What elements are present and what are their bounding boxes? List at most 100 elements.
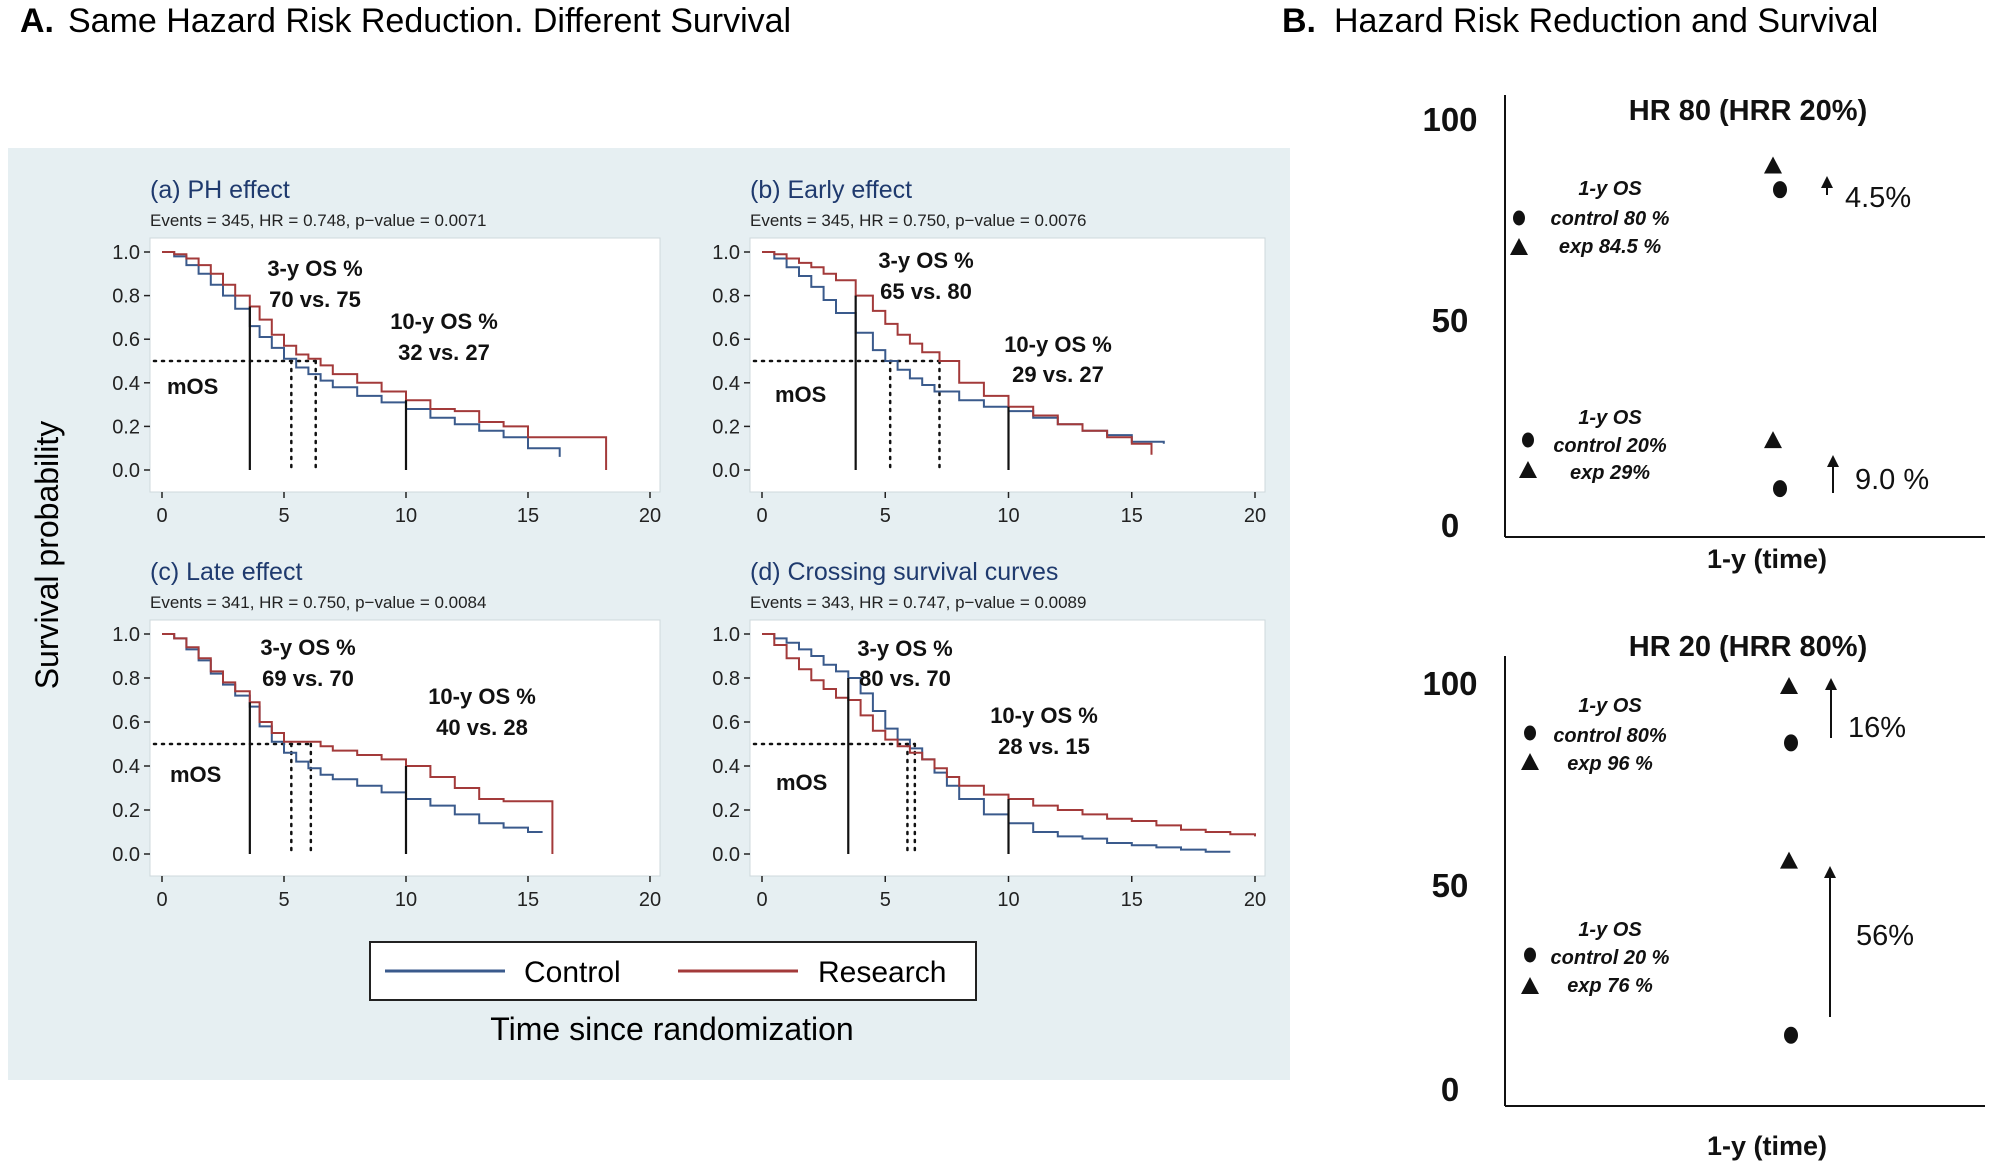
x-tick-label: 20 (1244, 505, 1266, 527)
legend-circle-marker (1513, 210, 1525, 226)
y-tick-label: 0.4 (112, 756, 140, 778)
hazard-y-tick-label: 50 (1432, 302, 1469, 339)
three-year-os-label: 3-y OS % (857, 636, 952, 661)
x-tick-label: 5 (278, 505, 289, 527)
experimental-point (1764, 431, 1782, 449)
research-survival-curve (762, 633, 1256, 837)
median-os-label: mOS (170, 762, 221, 787)
y-tick-label: 1.0 (112, 624, 140, 646)
os-legend-title: 1-y OS (1578, 695, 1642, 717)
hazard-panel-title: HR 20 (HRR 80%) (1629, 631, 1868, 663)
os-legend-title: 1-y OS (1578, 919, 1642, 941)
difference-label: 9.0 % (1855, 464, 1929, 496)
legend-research-label: Research (818, 956, 946, 989)
research-survival-curve (762, 251, 1153, 455)
legend: Control Research (369, 941, 977, 1001)
median-os-label: mOS (167, 374, 218, 399)
x-tick-label: 20 (639, 889, 661, 911)
y-tick-label: 1.0 (712, 624, 740, 646)
three-year-os-values: 65 vs. 80 (880, 279, 972, 304)
x-tick-label: 20 (639, 505, 661, 527)
os-legend-control: control 80 % (1551, 208, 1670, 230)
subplot-title: (c) Late effect (150, 558, 302, 586)
control-point (1773, 181, 1787, 199)
hazard-panel-x-label: 1-y (time) (1707, 1131, 1827, 1161)
os-legend-control: control 20 % (1551, 947, 1670, 969)
km-subplot-3: (c) Late effect Events = 341, HR = 0.750,… (112, 558, 661, 911)
y-tick-label: 1.0 (112, 242, 140, 264)
x-tick-label: 15 (1121, 505, 1143, 527)
difference-arrow-head (1825, 678, 1837, 690)
os-legend-control: control 80% (1553, 725, 1667, 747)
y-tick-label: 0.8 (112, 286, 140, 308)
hazard-y-tick-label: 0 (1441, 507, 1459, 544)
os-legend-control: control 20% (1553, 435, 1667, 457)
y-tick-label: 0.6 (112, 329, 140, 351)
x-tick-label: 10 (997, 889, 1019, 911)
median-os-label: mOS (776, 770, 827, 795)
three-year-os-label: 3-y OS % (267, 256, 362, 281)
difference-label: 16% (1848, 712, 1906, 744)
experimental-point (1780, 851, 1798, 869)
legend-triangle-marker (1521, 977, 1539, 994)
control-point (1784, 1026, 1798, 1044)
x-tick-label: 0 (156, 889, 167, 911)
three-year-os-label: 3-y OS % (260, 635, 355, 660)
three-year-os-label: 3-y OS % (878, 248, 973, 273)
control-survival-curve (162, 251, 561, 457)
hazard-panel-1: HR 80 (HRR 20%) 1-y (time) 100 50 0 1-y OS con… (1422, 95, 1985, 574)
legend-control-label: Control (524, 956, 621, 989)
hazard-panel-2: HR 20 (HRR 80%) 1-y (time) 100 50 0 1-y OS con… (1422, 631, 1985, 1161)
x-tick-label: 15 (1121, 889, 1143, 911)
ten-year-os-label: 10-y OS % (390, 309, 498, 334)
difference-label: 4.5% (1845, 182, 1911, 214)
y-tick-label: 0.2 (712, 416, 740, 438)
x-tick-label: 0 (756, 889, 767, 911)
subplot-subtitle: Events = 341, HR = 0.750, p−value = 0.00… (150, 593, 486, 612)
x-tick-label: 5 (278, 889, 289, 911)
subplot-title: (b) Early effect (750, 176, 912, 204)
hazard-y-tick-label: 50 (1432, 867, 1469, 904)
os-legend-title: 1-y OS (1578, 407, 1642, 429)
hazard-y-tick-label: 0 (1441, 1071, 1459, 1108)
os-legend-exp: exp 84.5 % (1559, 236, 1662, 258)
y-tick-label: 1.0 (712, 242, 740, 264)
hazard-panel-title: HR 80 (HRR 20%) (1629, 95, 1868, 127)
ten-year-os-values: 28 vs. 15 (998, 734, 1090, 759)
ten-year-os-values: 29 vs. 27 (1012, 362, 1104, 387)
y-tick-label: 0.6 (112, 712, 140, 734)
y-tick-label: 0.2 (112, 416, 140, 438)
subplot-subtitle: Events = 345, HR = 0.748, p−value = 0.00… (150, 211, 486, 230)
x-tick-label: 5 (880, 889, 891, 911)
subplot-title: (d) Crossing survival curves (750, 558, 1058, 586)
legend-triangle-marker (1521, 753, 1539, 770)
km-subplot-2: (b) Early effect Events = 345, HR = 0.750… (712, 176, 1266, 527)
x-tick-label: 10 (395, 889, 417, 911)
three-year-os-values: 70 vs. 75 (269, 287, 361, 312)
y-tick-label: 0.8 (712, 286, 740, 308)
y-tick-label: 0.8 (112, 668, 140, 690)
y-tick-label: 0.4 (112, 373, 140, 395)
legend-circle-marker (1524, 947, 1536, 963)
x-tick-label: 15 (517, 505, 539, 527)
x-tick-label: 0 (756, 505, 767, 527)
research-survival-curve (162, 251, 608, 470)
ten-year-os-label: 10-y OS % (990, 703, 1098, 728)
ten-year-os-label: 10-y OS % (428, 684, 536, 709)
subplot-subtitle: Events = 345, HR = 0.750, p−value = 0.00… (750, 211, 1086, 230)
y-tick-label: 0.4 (712, 373, 740, 395)
y-tick-label: 0.6 (712, 712, 740, 734)
os-legend-title: 1-y OS (1578, 178, 1642, 200)
experimental-point (1780, 677, 1798, 695)
y-tick-label: 0.2 (712, 800, 740, 822)
km-subplot-4: (d) Crossing survival curves Events = 343… (712, 558, 1266, 911)
y-tick-label: 0.0 (112, 844, 140, 866)
os-legend-exp: exp 96 % (1567, 753, 1653, 775)
panel-a-letter: A. (20, 2, 54, 40)
ten-year-os-label: 10-y OS % (1004, 332, 1112, 357)
median-os-label: mOS (775, 382, 826, 407)
legend-triangle-marker (1519, 461, 1537, 478)
os-legend-exp: exp 29% (1570, 462, 1650, 484)
